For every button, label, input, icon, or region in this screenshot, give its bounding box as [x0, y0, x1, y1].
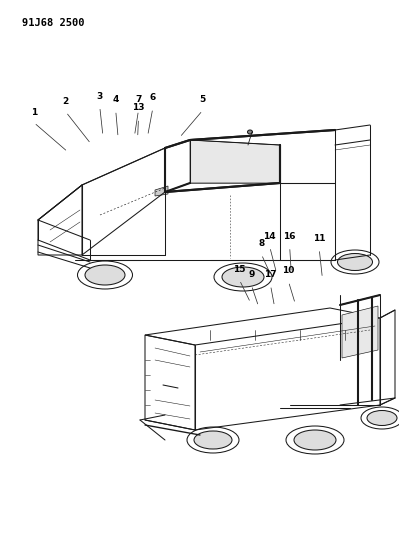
- Text: 14: 14: [263, 232, 276, 241]
- Text: 2: 2: [63, 97, 69, 106]
- Text: 8: 8: [258, 239, 265, 248]
- Text: 91J68 2500: 91J68 2500: [22, 18, 85, 28]
- Text: 17: 17: [264, 270, 277, 279]
- Ellipse shape: [367, 410, 397, 425]
- Text: 9: 9: [248, 270, 255, 279]
- Text: 6: 6: [150, 93, 156, 102]
- Polygon shape: [342, 306, 378, 358]
- Text: 7: 7: [135, 95, 142, 104]
- Ellipse shape: [194, 431, 232, 449]
- Ellipse shape: [85, 265, 125, 285]
- Text: 4: 4: [113, 95, 119, 104]
- Polygon shape: [190, 140, 280, 183]
- Ellipse shape: [214, 263, 272, 291]
- Text: 5: 5: [200, 95, 206, 104]
- Ellipse shape: [77, 261, 132, 289]
- Ellipse shape: [286, 426, 344, 454]
- Text: 13: 13: [132, 103, 145, 112]
- Text: 1: 1: [31, 108, 37, 117]
- Ellipse shape: [294, 430, 336, 450]
- Ellipse shape: [331, 250, 379, 274]
- Text: 16: 16: [283, 232, 296, 241]
- Ellipse shape: [361, 407, 399, 429]
- Ellipse shape: [187, 427, 239, 453]
- Polygon shape: [155, 186, 168, 196]
- Text: 11: 11: [313, 234, 326, 243]
- Text: 10: 10: [282, 266, 295, 276]
- Ellipse shape: [247, 130, 253, 134]
- Ellipse shape: [338, 254, 373, 271]
- Text: 15: 15: [233, 265, 246, 274]
- Ellipse shape: [222, 267, 264, 287]
- Text: 3: 3: [97, 92, 103, 101]
